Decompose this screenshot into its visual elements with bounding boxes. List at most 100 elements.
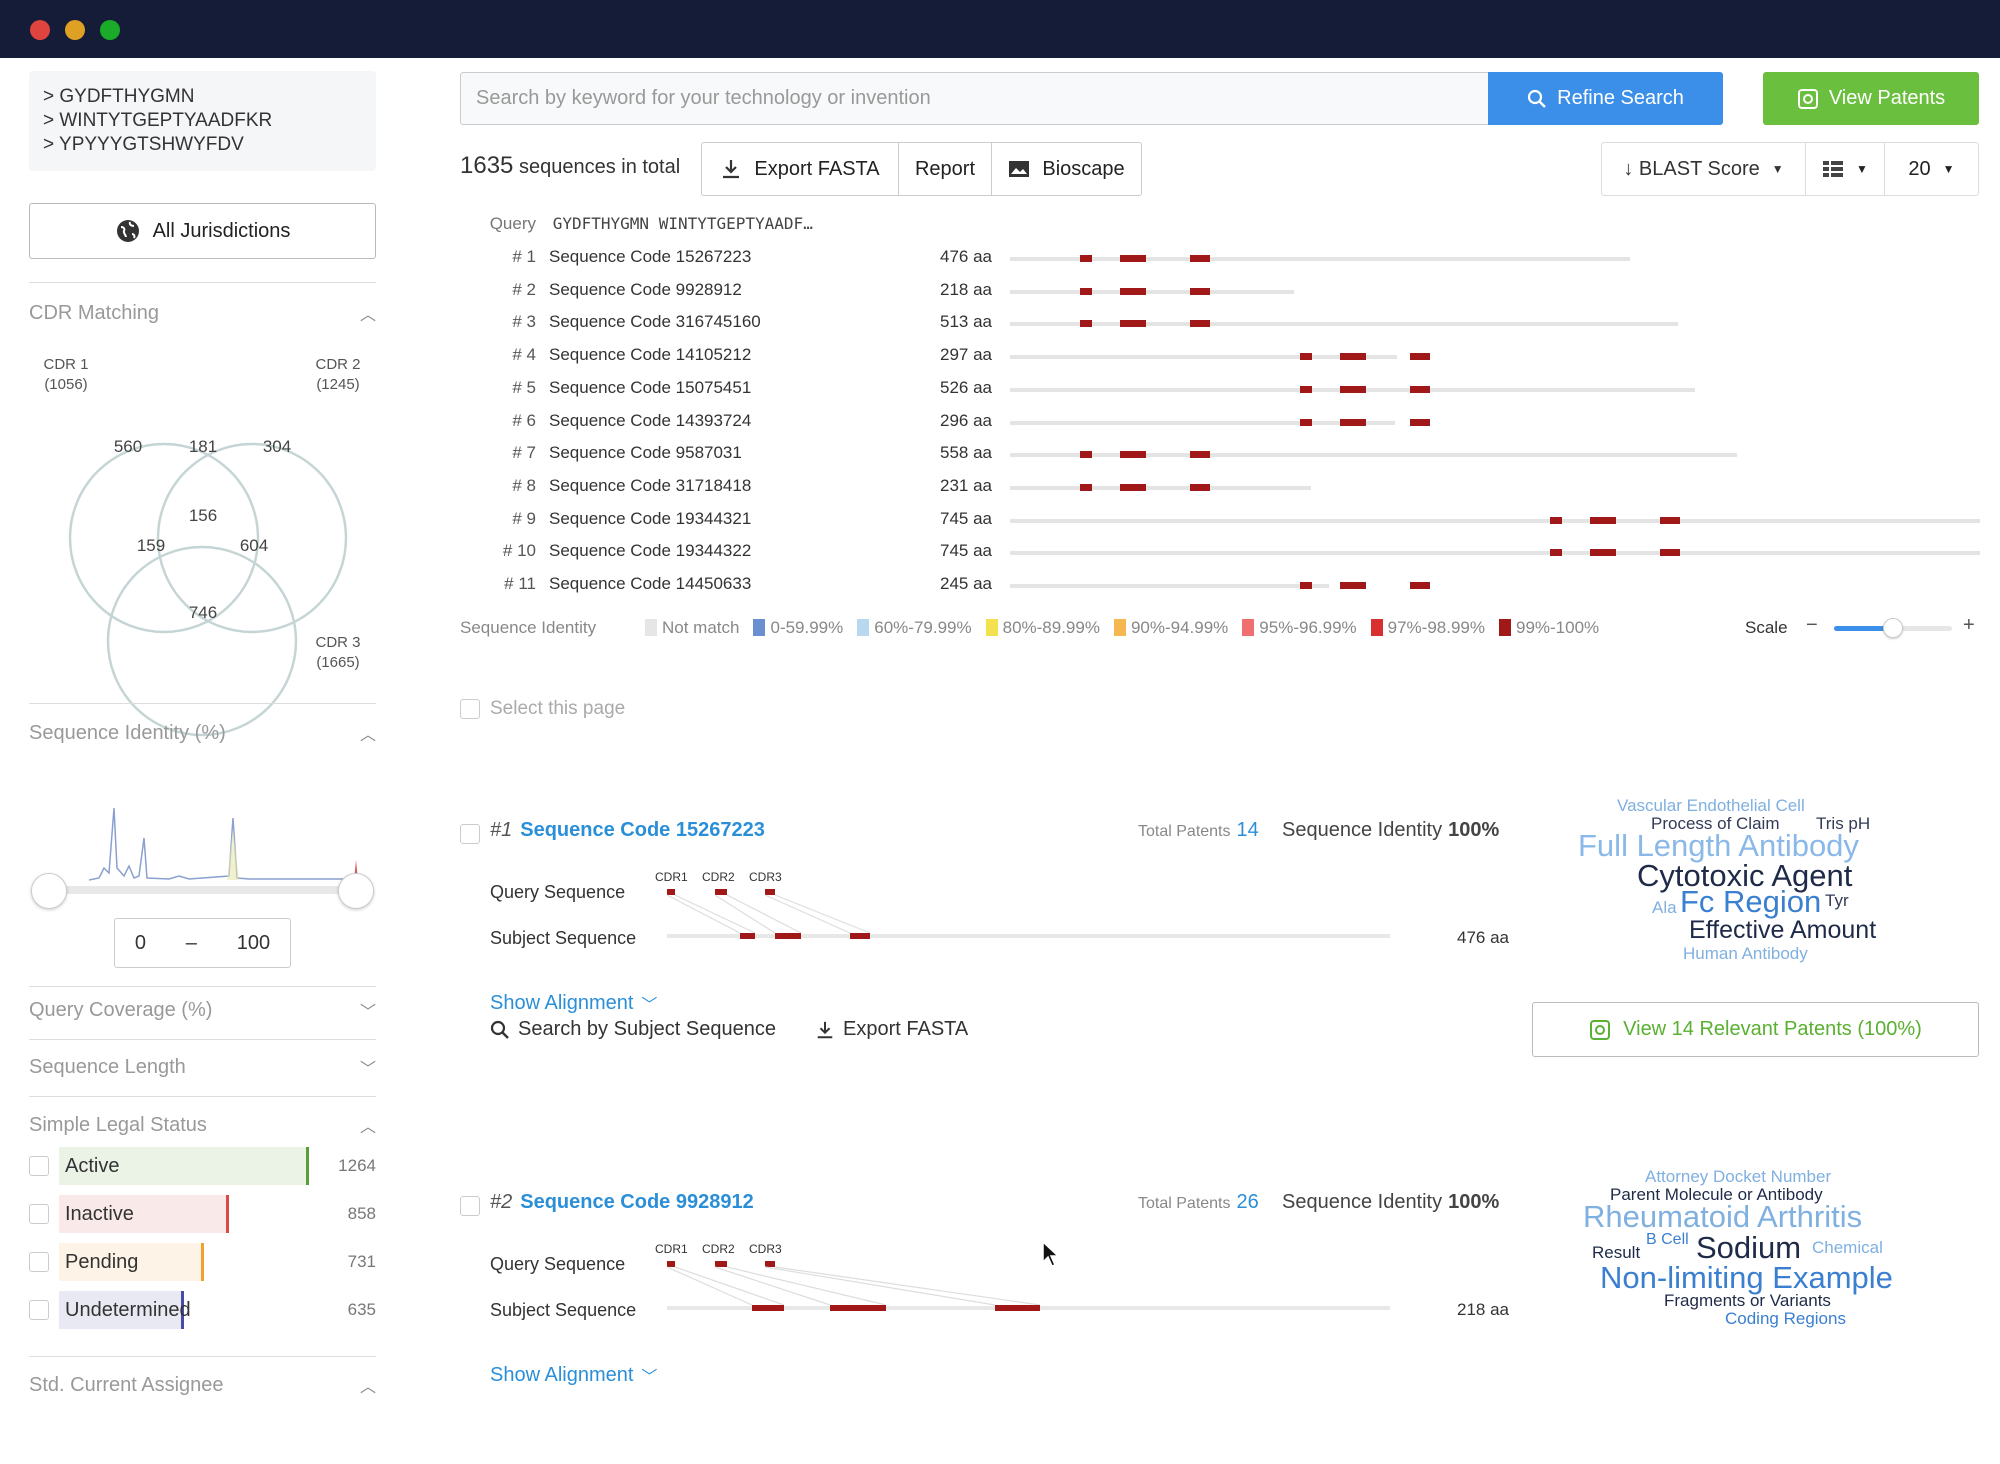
patent-icon <box>1589 1019 1611 1041</box>
bioscape-label: Bioscape <box>1042 158 1124 181</box>
word-cloud-term[interactable]: Fc Region <box>1680 886 1821 917</box>
overview-row[interactable]: # 3Sequence Code 316745160513 aa <box>480 312 1980 336</box>
refine-search-button[interactable]: Refine Search <box>1488 72 1723 125</box>
overview-row[interactable]: # 8Sequence Code 31718418231 aa <box>480 476 1980 500</box>
result-title-link[interactable]: Sequence Code 15267223 <box>520 819 765 842</box>
assignee-header[interactable]: Std. Current Assignee ︿ <box>29 1373 376 1397</box>
identity-min-value[interactable]: 0 <box>135 932 146 955</box>
overview-row[interactable]: # 6Sequence Code 14393724296 aa <box>480 411 1980 435</box>
word-cloud-term[interactable]: Non-limiting Example <box>1600 1262 1893 1293</box>
result-checkbox[interactable] <box>460 824 480 844</box>
close-window-button[interactable] <box>30 20 50 40</box>
legal-status-checkbox[interactable] <box>29 1156 49 1176</box>
identity-range-max-handle[interactable] <box>338 873 374 909</box>
overview-row-name[interactable]: Sequence Code 31718418 <box>549 476 751 496</box>
result-checkbox[interactable] <box>460 1196 480 1216</box>
maximize-window-button[interactable] <box>100 20 120 40</box>
sequence-identity-header[interactable]: Sequence Identity (%) ︿ <box>29 721 376 745</box>
word-cloud-term[interactable]: Sodium <box>1696 1232 1801 1263</box>
overview-row-name[interactable]: Sequence Code 15075451 <box>549 378 751 398</box>
search-icon <box>490 1020 510 1040</box>
overview-row-name[interactable]: Sequence Code 15267223 <box>549 247 751 267</box>
search-subject-button[interactable]: Search by Subject Sequence <box>490 1018 776 1041</box>
overview-row[interactable]: # 5Sequence Code 15075451526 aa <box>480 378 1980 402</box>
view-patents-button[interactable]: View Patents <box>1763 72 1979 125</box>
overview-row-name[interactable]: Sequence Code 19344322 <box>549 541 751 561</box>
export-fasta-button[interactable]: Export FASTA <box>701 142 899 196</box>
word-cloud-term[interactable]: Human Antibody <box>1683 945 1808 962</box>
venn-cdr1-cdr2[interactable]: 181 <box>183 437 223 457</box>
overview-row-name[interactable]: Sequence Code 9587031 <box>549 443 742 463</box>
word-cloud-term[interactable]: Tyr <box>1825 892 1849 909</box>
word-cloud-term[interactable]: Result <box>1592 1244 1640 1261</box>
legal-status-checkbox[interactable] <box>29 1300 49 1320</box>
overview-row[interactable]: # 9Sequence Code 19344321745 aa <box>480 509 1980 533</box>
overview-row[interactable]: # 7Sequence Code 9587031558 aa <box>480 443 1980 467</box>
word-cloud-term[interactable]: B Cell <box>1646 1232 1689 1248</box>
legal-status-header[interactable]: Simple Legal Status ︿ <box>29 1113 376 1137</box>
overview-row-name[interactable]: Sequence Code 14450633 <box>549 574 751 594</box>
overview-row-name[interactable]: Sequence Code 9928912 <box>549 280 742 300</box>
overview-row-name[interactable]: Sequence Code 316745160 <box>549 312 761 332</box>
result-export-fasta-button[interactable]: Export FASTA <box>815 1018 968 1041</box>
venn-cdr3-only[interactable]: 746 <box>183 603 223 623</box>
word-cloud-term[interactable]: Chemical <box>1812 1239 1883 1256</box>
total-patents-count[interactable]: 26 <box>1237 1191 1259 1214</box>
identity-range-input[interactable]: 0 – 100 <box>114 918 291 968</box>
word-cloud-term[interactable]: Coding Regions <box>1725 1310 1846 1327</box>
word-cloud-term[interactable]: Effective Amount <box>1689 918 1876 943</box>
overview-row[interactable]: # 1Sequence Code 15267223476 aa <box>480 247 1980 271</box>
view-mode-dropdown[interactable]: ▼ <box>1805 142 1885 196</box>
word-cloud-term[interactable]: Attorney Docket Number <box>1645 1168 1831 1185</box>
legal-status-row[interactable]: Undetermined635 <box>29 1291 376 1329</box>
overview-row-name[interactable]: Sequence Code 14393724 <box>549 411 751 431</box>
select-page-control[interactable]: Select this page <box>460 698 625 720</box>
word-cloud-term[interactable]: Ala <box>1652 899 1677 916</box>
overview-row-name[interactable]: Sequence Code 19344321 <box>549 509 751 529</box>
select-page-checkbox[interactable] <box>460 699 480 719</box>
alignment-diagram <box>660 883 1400 943</box>
venn-cdr2-cdr3[interactable]: 604 <box>234 536 274 556</box>
result-title-link[interactable]: Sequence Code 9928912 <box>520 1191 753 1214</box>
venn-all-three[interactable]: 156 <box>183 506 223 526</box>
sort-dropdown[interactable]: ↓ BLAST Score▼ <box>1601 142 1806 196</box>
show-alignment-link[interactable]: Show Alignment﹀ <box>490 991 657 1015</box>
query-coverage-header[interactable]: Query Coverage (%) ﹀ <box>29 998 376 1022</box>
page-size-dropdown[interactable]: 20▼ <box>1884 142 1979 196</box>
all-jurisdictions-button[interactable]: All Jurisdictions <box>29 203 376 259</box>
cdr-matching-header[interactable]: CDR Matching ︿ <box>29 301 376 325</box>
identity-max-value[interactable]: 100 <box>237 932 270 955</box>
view-relevant-patents-button[interactable]: View 14 Relevant Patents (100%) <box>1532 1002 1979 1057</box>
total-count: 1635 <box>460 152 513 179</box>
venn-cdr1-cdr3[interactable]: 159 <box>131 536 171 556</box>
word-cloud-term[interactable]: Fragments or Variants <box>1664 1292 1831 1309</box>
word-cloud-term[interactable]: Rheumatoid Arthritis <box>1583 1201 1862 1232</box>
search-input[interactable]: Search by keyword for your technology or… <box>460 72 1489 125</box>
sequence-length-header[interactable]: Sequence Length ﹀ <box>29 1055 376 1079</box>
legal-status-row[interactable]: Inactive858 <box>29 1195 376 1233</box>
scale-minus-button[interactable]: − <box>1806 614 1818 637</box>
overview-row[interactable]: # 4Sequence Code 14105212297 aa <box>480 345 1980 369</box>
overview-row[interactable]: # 11Sequence Code 14450633245 aa <box>480 574 1980 598</box>
minimize-window-button[interactable] <box>65 20 85 40</box>
bioscape-button[interactable]: Bioscape <box>991 142 1142 196</box>
overview-row-track <box>1010 453 1737 457</box>
legal-status-checkbox[interactable] <box>29 1252 49 1272</box>
legal-status-row[interactable]: Pending731 <box>29 1243 376 1281</box>
overview-row-name[interactable]: Sequence Code 14105212 <box>549 345 751 365</box>
identity-range-min-handle[interactable] <box>31 873 67 909</box>
overview-row[interactable]: # 2Sequence Code 9928912218 aa <box>480 280 1980 304</box>
word-cloud-term[interactable]: Vascular Endothelial Cell <box>1617 797 1805 814</box>
cdr3-circle[interactable] <box>108 547 296 735</box>
overview-row[interactable]: # 10Sequence Code 19344322745 aa <box>480 541 1980 565</box>
legal-status-checkbox[interactable] <box>29 1204 49 1224</box>
word-cloud-term[interactable]: Full Length Antibody <box>1578 830 1859 861</box>
venn-cdr1-only[interactable]: 560 <box>108 437 148 457</box>
legal-status-row[interactable]: Active1264 <box>29 1147 376 1185</box>
show-alignment-link[interactable]: Show Alignment﹀ <box>490 1363 657 1387</box>
report-button[interactable]: Report <box>898 142 992 196</box>
scale-slider-handle[interactable] <box>1883 618 1903 638</box>
scale-plus-button[interactable]: + <box>1963 614 1975 637</box>
venn-cdr2-only[interactable]: 304 <box>257 437 297 457</box>
total-patents-count[interactable]: 14 <box>1237 819 1259 842</box>
